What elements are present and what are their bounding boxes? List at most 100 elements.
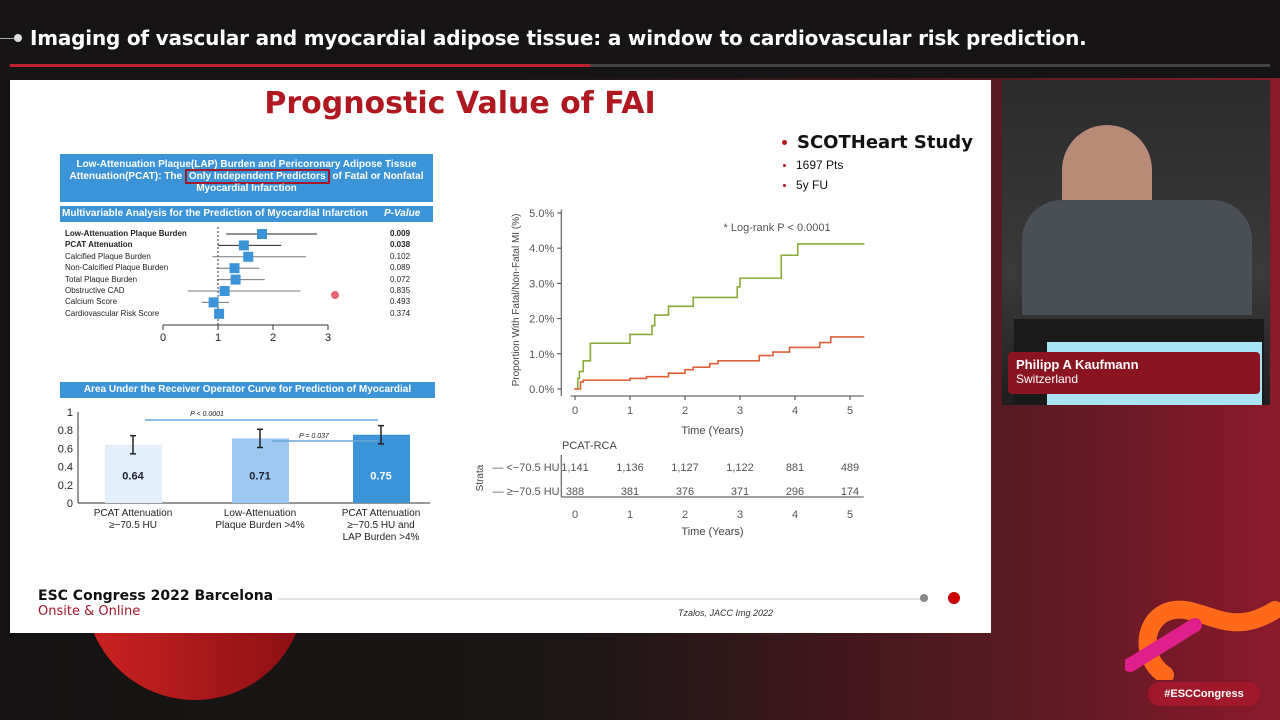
auc-category-label: PCAT Attenuation [94, 508, 173, 519]
km-series-line-0 [575, 243, 864, 390]
km-point [651, 324, 653, 327]
km-point [708, 362, 711, 365]
km-y-tick-label: 2.0% [529, 314, 554, 326]
auc-bar [353, 434, 410, 503]
nav-dot-active[interactable] [948, 592, 960, 604]
km-point [818, 341, 821, 344]
forest-subheader: Multivariable Analysis for the Predictio… [60, 206, 433, 222]
forest-header-highlight: Only Independent Predictors [184, 169, 330, 184]
km-y-tick-label: 5.0% [529, 208, 554, 220]
footer-subtitle: Onsite & Online [38, 604, 141, 619]
km-point [772, 351, 774, 353]
auc-category-label: ≥−70.5 HU [109, 520, 157, 531]
auc-tick-label: 0.8 [58, 425, 73, 437]
km-point [829, 336, 832, 338]
forest-header: Low-Attenuation Plaque(LAP) Burden and P… [60, 154, 433, 202]
kaplan-meier-chart: 0.0% 1.0% 2.0% 3.0% 4.0% 5.0% 0 1 2 3 4 5 Time (Year… [475, 208, 865, 538]
km-x-tick-label: 4 [792, 405, 798, 417]
auc-category-label: Low-Attenuation [224, 508, 296, 519]
risk-value: 371 [731, 486, 749, 498]
forest-row-label: Non-Calcified Plaque Burden [65, 263, 169, 273]
forest-row-label: Calcium Score [65, 297, 118, 307]
speaker-suit [1022, 200, 1252, 330]
risk-table-title: PCAT-RCA [562, 440, 617, 452]
risk-x-tick-label: 1 [627, 509, 633, 521]
risk-x-tick-label: 3 [737, 509, 743, 521]
session-title: Imaging of vascular and myocardial adipo… [30, 26, 1087, 50]
km-point [582, 360, 585, 362]
risk-value: 489 [841, 462, 859, 474]
forest-row-label: PCAT Attenuation [65, 240, 133, 250]
km-point [692, 296, 695, 299]
auc-category-label: Plaque Burden >4% [215, 520, 304, 531]
forest-header-text: Low-Attenuation Plaque(LAP) Burden and P… [69, 159, 417, 182]
km-y-tick-label: 0.0% [529, 384, 554, 396]
km-x-tick-label: 2 [682, 405, 688, 417]
forest-pvalue: 0.009 [390, 229, 411, 238]
bullet-icon [783, 183, 786, 187]
strata-label: Strata [475, 464, 486, 491]
km-y-tick-label: 1.0% [529, 349, 554, 361]
km-x-tick-label: 0 [572, 405, 578, 417]
km-y-tick-label: 3.0% [529, 278, 554, 290]
risk-value: 381 [621, 486, 639, 498]
km-point [739, 277, 741, 279]
km-point [629, 333, 631, 336]
km-point [692, 366, 695, 368]
km-point [576, 377, 579, 380]
forest-pvalue: 0.493 [390, 297, 411, 307]
title-dot [14, 34, 22, 42]
forest-pvalue: 0.835 [390, 286, 411, 295]
pvalue-header: P-Value [384, 208, 421, 219]
risk-value: 296 [786, 486, 804, 498]
slide-title: Prognostic Value of FAI [264, 86, 656, 121]
auc-header: Area Under the Receiver Operator Curve f… [60, 382, 435, 411]
forest-pvalue: 0.089 [390, 263, 411, 273]
km-point [796, 243, 799, 245]
km-point [862, 336, 865, 338]
risk-x-tick-label: 0 [572, 509, 578, 521]
progress-bar[interactable] [10, 64, 1270, 67]
forest-pvalue: 0.038 [390, 240, 411, 250]
auc-tick-label: 0.2 [58, 480, 73, 492]
progress-fill [10, 64, 590, 67]
bullet-icon [783, 163, 786, 167]
nav-dot[interactable] [920, 594, 928, 602]
study-item: 1697 Pts [796, 158, 844, 172]
bullet-icon [782, 140, 787, 145]
risk-value: 1,127 [671, 462, 699, 474]
risk-row-label: — <−70.5 HU [492, 462, 559, 474]
p-value-label: P < 0.0001 [190, 411, 224, 418]
km-point [629, 377, 631, 380]
km-point [736, 286, 739, 288]
risk-x-label: Time (Years) [681, 526, 743, 538]
auc-tick-label: 0 [67, 498, 73, 510]
speaker-name: Philipp A Kaufmann [1016, 357, 1139, 372]
km-point [862, 243, 865, 245]
slide-progress-line [278, 598, 928, 600]
auc-value-label: 0.71 [249, 471, 270, 483]
km-series-line-1 [575, 336, 864, 390]
footer-congress: ESC Congress 2022 Barcelona [38, 588, 274, 604]
forest-pvalue: 0.374 [390, 308, 411, 318]
forest-row-label: Obstructive CAD [65, 286, 125, 295]
forest-pvalue: 0.102 [390, 251, 411, 261]
forest-row-label: Low-Attenuation Plaque Burden [65, 229, 187, 238]
km-point [645, 375, 648, 378]
risk-value: 174 [841, 486, 859, 498]
km-annotation: * Log-rank P < 0.0001 [724, 222, 831, 234]
risk-value: 1,136 [616, 462, 644, 474]
risk-x-tick-label: 2 [682, 509, 688, 521]
forest-row-label: Total Plaque Burden [65, 274, 138, 284]
forest-subheader-text: Multivariable Analysis for the Predictio… [62, 208, 368, 219]
auc-category-label: LAP Burden >4% [343, 532, 420, 543]
risk-x-tick-label: 4 [792, 509, 798, 521]
auc-category-label: PCAT Attenuation [342, 508, 421, 519]
citation: Tzalos, JACC Img 2022 [678, 608, 774, 618]
risk-value: 1,122 [726, 462, 754, 474]
auc-bar [232, 438, 289, 503]
speaker-video [1002, 80, 1270, 405]
km-point [667, 305, 670, 308]
km-point [589, 342, 592, 345]
